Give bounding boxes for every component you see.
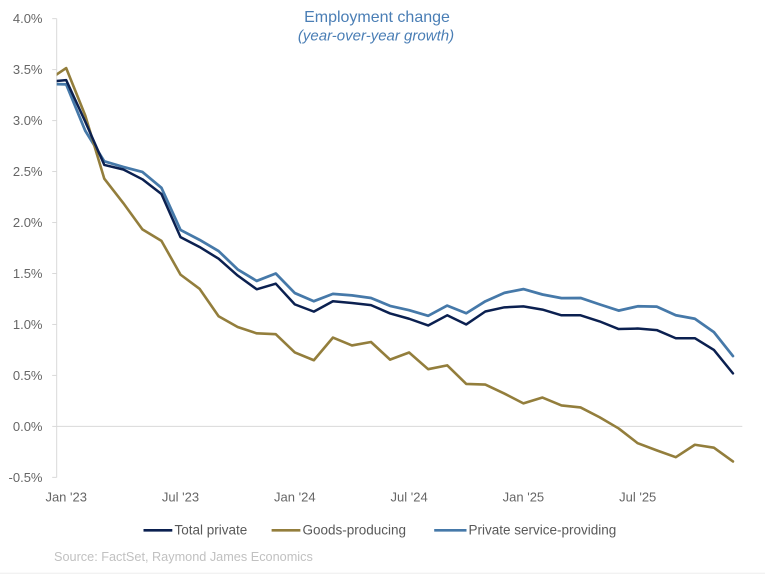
svg-text:0.5%: 0.5%	[13, 368, 43, 383]
svg-text:Jul '25: Jul '25	[619, 490, 656, 505]
svg-text:Total private: Total private	[175, 523, 248, 538]
svg-text:Source: FactSet, Raymond James: Source: FactSet, Raymond James Economics	[54, 550, 313, 564]
svg-text:Employment change: Employment change	[304, 9, 450, 26]
svg-text:Jan '24: Jan '24	[274, 490, 316, 505]
svg-text:Jan '23: Jan '23	[45, 490, 87, 505]
svg-text:2.5%: 2.5%	[13, 164, 43, 179]
svg-text:4.0%: 4.0%	[13, 11, 43, 26]
svg-text:Private service-providing: Private service-providing	[469, 523, 617, 538]
svg-text:1.5%: 1.5%	[13, 266, 43, 281]
svg-text:3.0%: 3.0%	[13, 113, 43, 128]
svg-text:Jul '24: Jul '24	[391, 490, 428, 505]
svg-text:Goods-producing: Goods-producing	[303, 523, 407, 538]
svg-text:0.0%: 0.0%	[13, 419, 43, 434]
svg-text:-0.5%: -0.5%	[9, 470, 43, 485]
svg-text:1.0%: 1.0%	[13, 317, 43, 332]
svg-text:(year-over-year growth): (year-over-year growth)	[298, 28, 454, 45]
svg-text:3.5%: 3.5%	[13, 62, 43, 77]
svg-text:Jul '23: Jul '23	[162, 490, 199, 505]
svg-text:Jan '25: Jan '25	[503, 490, 545, 505]
svg-text:2.0%: 2.0%	[13, 215, 43, 230]
